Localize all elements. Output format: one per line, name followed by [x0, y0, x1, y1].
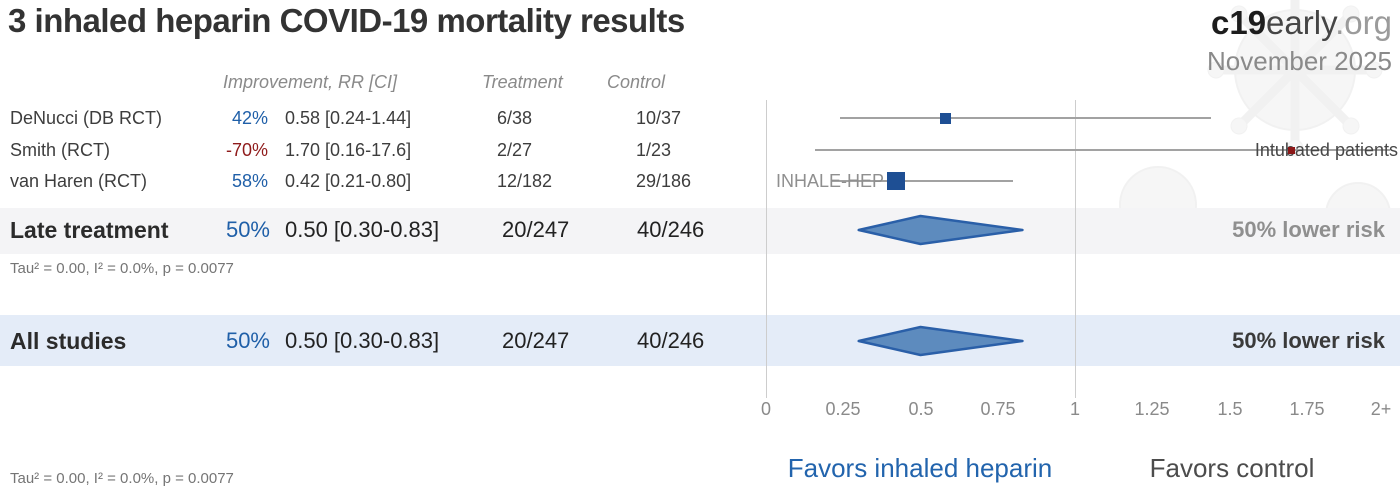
column-header-control: Control	[607, 72, 666, 92]
favors-control-label: Favors control	[1149, 453, 1315, 483]
favors-treatment-label: Favors inhaled heparin	[787, 453, 1053, 483]
heterogeneity-stats-late: Tau² = 0.00, I² = 0.0%, p = 0.0077	[10, 260, 234, 277]
summary-improvement: 50%	[225, 217, 270, 242]
point-estimate-marker	[1287, 146, 1295, 154]
gridline-rr0	[766, 100, 767, 398]
logo-part-c19: c19	[1210, 4, 1267, 41]
all-studies-band	[0, 315, 1400, 366]
axis-tick-0: 0	[760, 399, 771, 419]
study-control-events: 10/37	[636, 108, 682, 128]
axis-tick-15: 1.5	[1217, 399, 1243, 419]
summary-risk-label: 50% lower risk	[1232, 328, 1385, 353]
study-rr-ci: 1.70 [0.16-17.6]	[285, 140, 412, 160]
axis-tick-2plus: 2+	[1370, 399, 1392, 419]
axis-tick-125: 1.25	[1134, 399, 1170, 419]
study-control-events: 29/186	[636, 171, 692, 191]
study-name: van Haren (RCT)	[10, 171, 148, 191]
summary-control-events: 40/246	[637, 328, 705, 353]
summary-treatment-events: 20/247	[502, 328, 570, 353]
study-name: DeNucci (DB RCT)	[10, 108, 163, 128]
heterogeneity-stats-overall: Tau² = 0.00, I² = 0.0%, p = 0.0077	[10, 470, 234, 487]
summary-improvement: 50%	[225, 328, 270, 353]
column-header-treatment: Treatment	[482, 72, 563, 92]
summary-control-events: 40/246	[637, 217, 705, 242]
study-improvement: 58%	[231, 171, 268, 191]
study-improvement: 42%	[231, 108, 268, 128]
point-estimate-marker	[939, 112, 951, 124]
ci-line	[815, 149, 1391, 151]
axis-tick-175: 1.75	[1289, 399, 1325, 419]
axis-tick-05: 0.5	[908, 399, 934, 419]
summary-rr-ci: 0.50 [0.30-0.83]	[285, 217, 440, 242]
ci-line	[830, 180, 1014, 182]
ci-line	[840, 117, 1211, 119]
study-control-events: 1/23	[636, 140, 672, 160]
study-treatment-events: 12/182	[497, 171, 553, 191]
study-rr-ci: 0.58 [0.24-1.44]	[285, 108, 412, 128]
column-header-improvement: Improvement, RR [CI]	[223, 72, 398, 92]
axis-tick-1: 1	[1069, 399, 1080, 419]
study-treatment-events: 6/38	[497, 108, 533, 128]
study-treatment-events: 2/27	[497, 140, 533, 160]
summary-rr-ci: 0.50 [0.30-0.83]	[285, 328, 440, 353]
page-title: 3 inhaled heparin COVID-19 mortality res…	[8, 2, 685, 39]
study-name: Smith (RCT)	[10, 140, 110, 160]
summary-treatment-events: 20/247	[502, 217, 570, 242]
summary-name-all-studies: All studies	[10, 328, 127, 354]
study-improvement: -70%	[225, 140, 268, 160]
axis-tick-025: 0.25	[825, 399, 861, 419]
logo-part-early: early	[1266, 4, 1336, 41]
gridline-rr1	[1075, 100, 1076, 398]
logo-part-org: .org	[1335, 4, 1392, 41]
point-estimate-marker	[886, 172, 905, 190]
summary-name-late-treatment: Late treatment	[10, 217, 169, 243]
report-date: November 2025	[1207, 46, 1392, 76]
axis-tick-075: 0.75	[980, 399, 1016, 419]
study-rr-ci: 0.42 [0.21-0.80]	[285, 171, 412, 191]
summary-risk-label: 50% lower risk	[1232, 217, 1385, 242]
annotation-intubated-patients: Intubated patients	[1254, 140, 1398, 160]
site-logo-link[interactable]: c19early.org	[1211, 4, 1392, 42]
annotation-inhale-hep: INHALE-HEP	[775, 171, 884, 191]
